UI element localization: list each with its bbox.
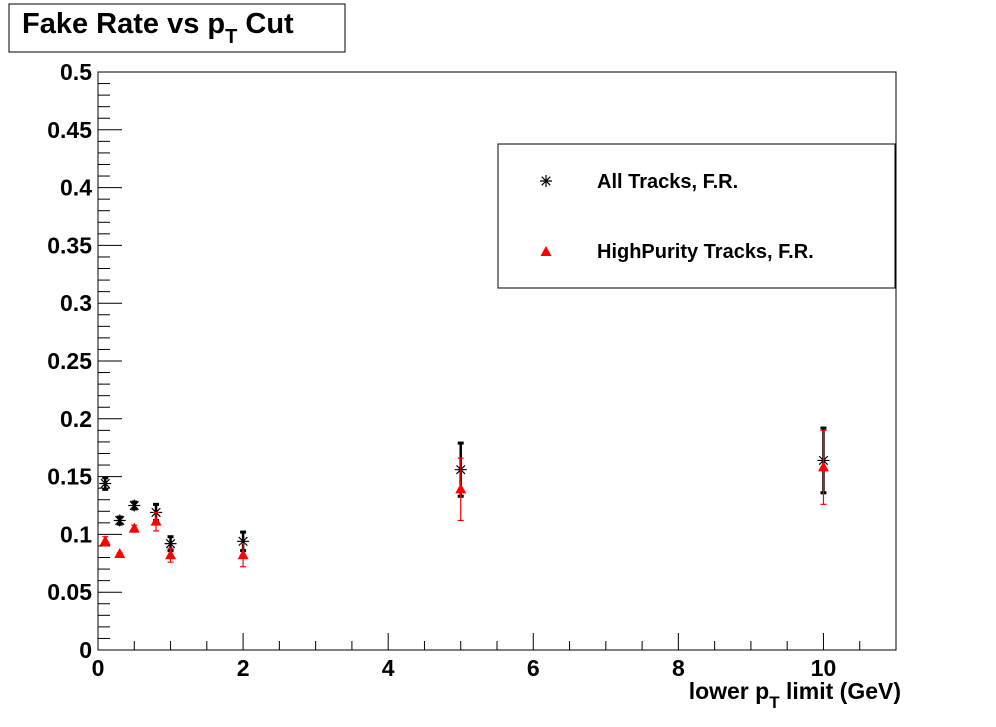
- y-tick-label: 0.1: [60, 521, 92, 547]
- data-point-marker: [128, 499, 141, 512]
- x-tick-label: 4: [382, 655, 395, 681]
- x-tick-label: 0: [92, 655, 105, 681]
- series-all-tracks: [99, 426, 830, 553]
- data-point-marker: [237, 549, 249, 560]
- y-tick-label: 0.35: [47, 232, 92, 258]
- y-tick-label: 0.15: [47, 464, 92, 490]
- data-point-marker: [113, 514, 126, 527]
- title-box: [8, 3, 346, 53]
- x-tick-label: 6: [527, 655, 540, 681]
- data-point-marker: [164, 537, 177, 550]
- data-point-marker: [99, 535, 111, 546]
- data-points: [99, 426, 830, 568]
- data-point-marker: [817, 461, 829, 472]
- y-tick-label: 0.05: [47, 579, 92, 605]
- y-tick-label: 0.3: [60, 290, 92, 316]
- data-point-marker: [128, 522, 140, 533]
- y-tick-label: 0.45: [47, 117, 92, 143]
- x-axis-label: lower pT limit (GeV): [689, 678, 901, 712]
- series-highpurity-tracks: [99, 429, 829, 568]
- data-point-marker: [455, 483, 467, 494]
- legend-marker-asterisk: [540, 175, 552, 187]
- y-tick-label: 0.5: [60, 59, 92, 85]
- data-point-marker: [237, 535, 250, 548]
- x-axis: 0 2 4 6 8 10: [92, 633, 897, 681]
- x-tick-label: 2: [237, 655, 250, 681]
- y-axis: 0 0.05 0.1 0.15 0.2 0.25 0.3 0.35 0.4 0.45 0.5: [47, 59, 122, 663]
- x-tick-label: 10: [811, 655, 837, 681]
- legend: All Tracks, F.R. HighPurity Tracks, F.R.: [497, 143, 896, 289]
- data-point-marker: [165, 549, 177, 560]
- legend-label-all-tracks: All Tracks, F.R.: [597, 171, 738, 193]
- y-tick-label: 0.25: [47, 348, 92, 374]
- chart-title: Fake Rate vs pT Cut: [22, 8, 294, 48]
- y-tick-label: 0: [79, 637, 92, 663]
- legend-label-highpurity-tracks: HighPurity Tracks, F.R.: [597, 241, 814, 263]
- legend-box: [497, 143, 896, 289]
- x-tick-label: 8: [672, 655, 685, 681]
- data-point-marker: [114, 548, 126, 559]
- y-tick-label: 0.4: [60, 175, 92, 201]
- y-tick-label: 0.2: [60, 406, 92, 432]
- data-point-marker: [150, 515, 162, 526]
- data-point-marker: [99, 477, 112, 490]
- legend-marker-triangle: [540, 246, 552, 256]
